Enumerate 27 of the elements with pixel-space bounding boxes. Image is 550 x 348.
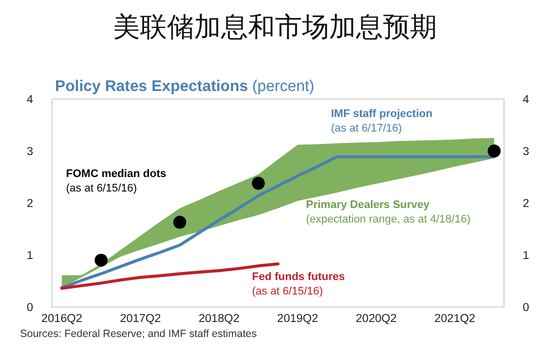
x-tick-label: 2018Q2 <box>198 313 240 325</box>
x-tick-label: 2019Q2 <box>277 313 318 325</box>
y2-tick-label: 3 <box>522 146 530 158</box>
y2-tick-label: 2 <box>522 198 530 210</box>
text: IMF staff projection (as at 6/17/16) <box>331 108 433 134</box>
x-tick-label: 2020Q2 <box>356 313 397 325</box>
legend-label: Primary Dealers Survey (expectation range, as at 4/18/16) <box>306 199 470 226</box>
point <box>488 144 501 158</box>
y2-tick-label: 1 <box>522 250 530 262</box>
y2-tick-label: 4 <box>522 94 530 106</box>
y-tick-label: 4 <box>26 94 34 106</box>
x-tick-label: 2021Q2 <box>434 313 476 325</box>
chart-title: 美联储加息和市场加息预期 <box>113 12 437 42</box>
text: FOMC median dots (as at 6/15/16) <box>66 168 166 194</box>
point <box>94 254 108 267</box>
point <box>252 176 265 190</box>
y-tick-label: 2 <box>26 198 34 210</box>
x-tick-label: 2016Q2 <box>41 313 82 325</box>
chart-subtitle: Policy Rates Expectations (percent) <box>55 78 314 95</box>
x-tick-label: 2017Q2 <box>120 313 161 325</box>
y-tick-label: 3 <box>26 146 34 158</box>
point <box>173 216 186 229</box>
y2-tick-label: 0 <box>522 302 530 314</box>
y-tick-label: 1 <box>26 250 34 262</box>
y-tick-label: 0 <box>26 302 34 314</box>
source-note: Sources: Federal Reserve; and IMF staff estimates <box>20 328 257 340</box>
series-label: Fed funds futures (as at 6/15/16) <box>252 271 345 298</box>
